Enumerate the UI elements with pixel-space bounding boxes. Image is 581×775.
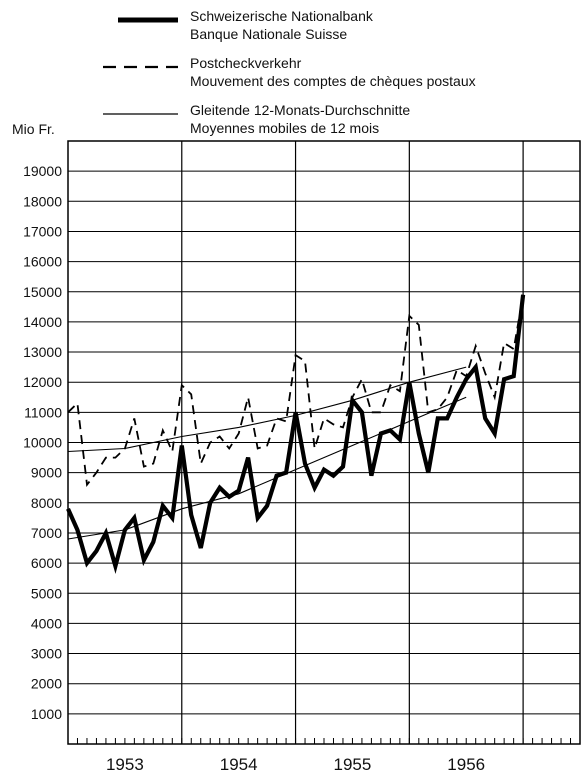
y-tick-label: 12000 [23,374,62,390]
x-year-labels: 1953 1954 1955 1956 [106,755,485,774]
legend-entry-thick: Schweizerische Nationalbank Banque Natio… [190,7,373,43]
y-tick-label: 3000 [31,646,62,662]
y-tick-label: 9000 [31,465,62,481]
legend-swatches [103,17,178,115]
series-line-thin [67,396,467,540]
y-tick-label: 4000 [31,615,62,631]
x-year-label: 1954 [220,755,258,774]
series-lines [66,294,526,575]
y-tick-label: 11000 [24,404,62,420]
legend-label-line1: Schweizerische Nationalbank [190,8,373,24]
x-tick-marks [67,738,581,744]
y-tick-label: 7000 [31,525,62,541]
legend-label-line2: Moyennes mobiles de 12 mois [190,120,380,136]
y-tick-label: 19000 [23,163,62,179]
legend-label-line2: Mouvement des comptes de chèques postaux [190,73,476,89]
y-tick-label: 18000 [23,193,62,209]
x-year-label: 1955 [334,755,372,774]
legend-label-line1: Postcheckverkehr [190,55,302,71]
year-gridlines [181,141,524,744]
horizontal-gridlines [68,170,580,715]
legend-entry-thin: Gleitende 12-Monats-Durchschnitte Moyenn… [190,101,410,137]
y-tick-labels: 1000 2000 3000 4000 5000 6000 7000 8000 9000 1000… [23,163,62,722]
series-line-thick [66,294,526,575]
series-line-thin [67,366,467,453]
y-tick-label: 6000 [31,555,62,571]
y-tick-label: 5000 [31,585,62,601]
x-year-label: 1956 [447,755,485,774]
y-tick-label: 1000 [31,706,62,722]
y-tick-label: 13000 [23,344,62,360]
legend-label-line1: Gleitende 12-Monats-Durchschnitte [190,102,411,118]
y-tick-label: 15000 [23,284,62,300]
legend-label-line2: Banque Nationale Suisse [190,26,348,42]
y-tick-label: 16000 [23,254,62,270]
y-tick-label: 8000 [31,495,62,511]
y-axis-unit-label: Mio Fr. [12,121,55,137]
y-tick-label: 2000 [31,676,62,692]
x-year-label: 1953 [106,755,144,774]
series-line-dashed [67,294,524,487]
y-tick-label: 14000 [23,314,62,330]
y-tick-label: 17000 [23,223,62,239]
y-tick-label: 10000 [23,435,62,451]
legend-entry-dashed: Postcheckverkehr Mouvement des comptes d… [190,54,476,90]
